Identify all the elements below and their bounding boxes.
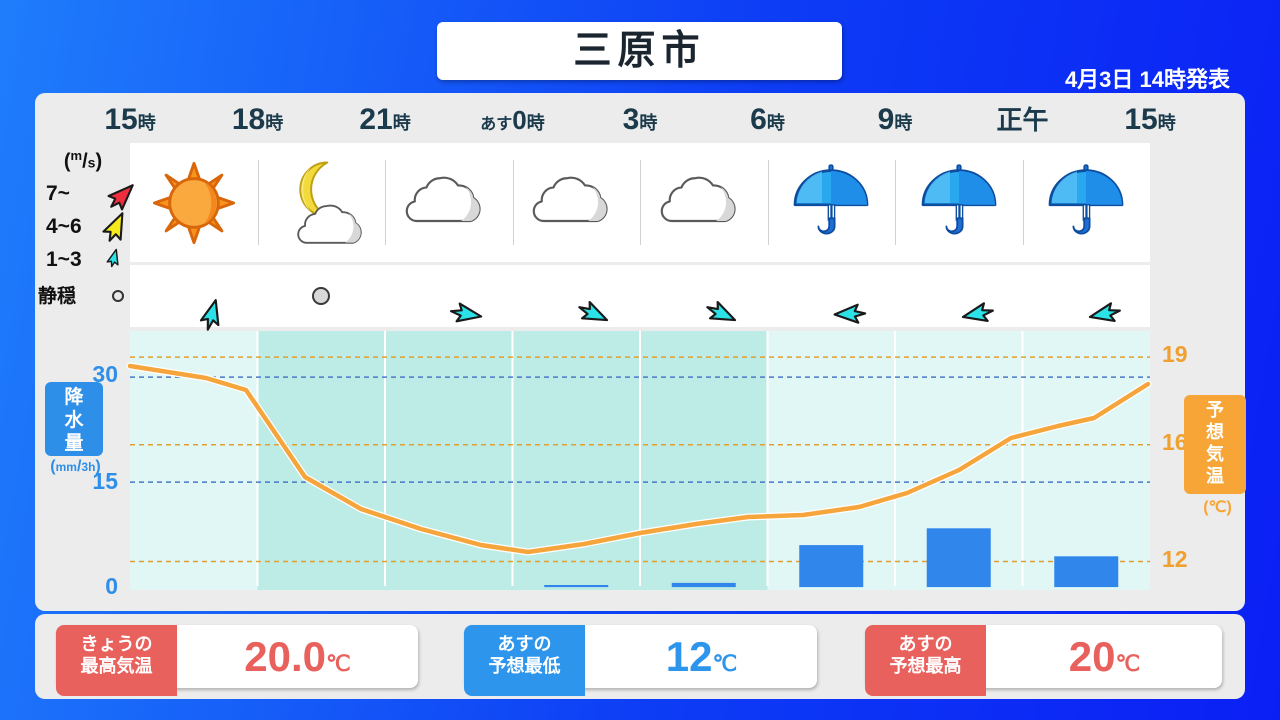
svg-text:19: 19	[1162, 341, 1188, 367]
svg-text:12: 12	[1162, 546, 1188, 572]
svg-text:0: 0	[105, 573, 118, 599]
